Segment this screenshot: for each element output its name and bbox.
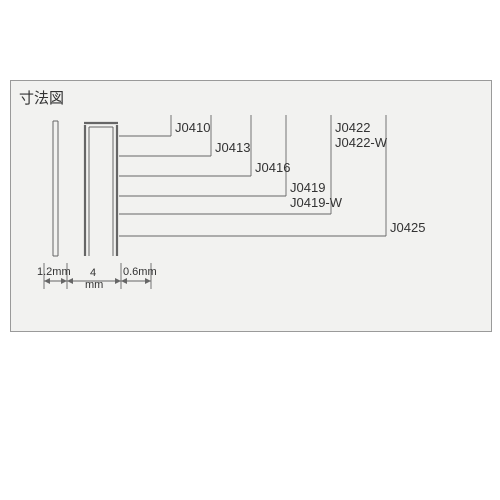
label-j0422-b: J0422-W xyxy=(335,135,388,150)
diagram-svg: 1.2mm 4 mm 0.6mm xyxy=(11,81,491,331)
label-j0410: J0410 xyxy=(175,120,210,135)
diagram-frame: 寸法図 xyxy=(10,80,492,332)
staple-side-view xyxy=(53,121,58,256)
dim-1: 1.2mm xyxy=(37,266,71,278)
label-j0419-a: J0419 xyxy=(290,180,325,195)
staple-front-view xyxy=(84,123,118,256)
label-j0425: J0425 xyxy=(390,220,425,235)
label-j0419-b: J0419-W xyxy=(290,195,343,210)
label-j0422-a: J0422 xyxy=(335,120,370,135)
dimension-row: 1.2mm 4 mm 0.6mm xyxy=(37,266,157,291)
dim-2-unit: mm xyxy=(85,279,103,291)
leader-labels: J0410 J0413 J0416 J0419 J0419-W J0422 J0… xyxy=(175,120,425,235)
label-j0413: J0413 xyxy=(215,140,250,155)
dim-2: 4 xyxy=(90,267,96,279)
diagram-title: 寸法図 xyxy=(19,87,64,108)
label-j0416: J0416 xyxy=(255,160,290,175)
dim-3: 0.6mm xyxy=(123,266,157,278)
